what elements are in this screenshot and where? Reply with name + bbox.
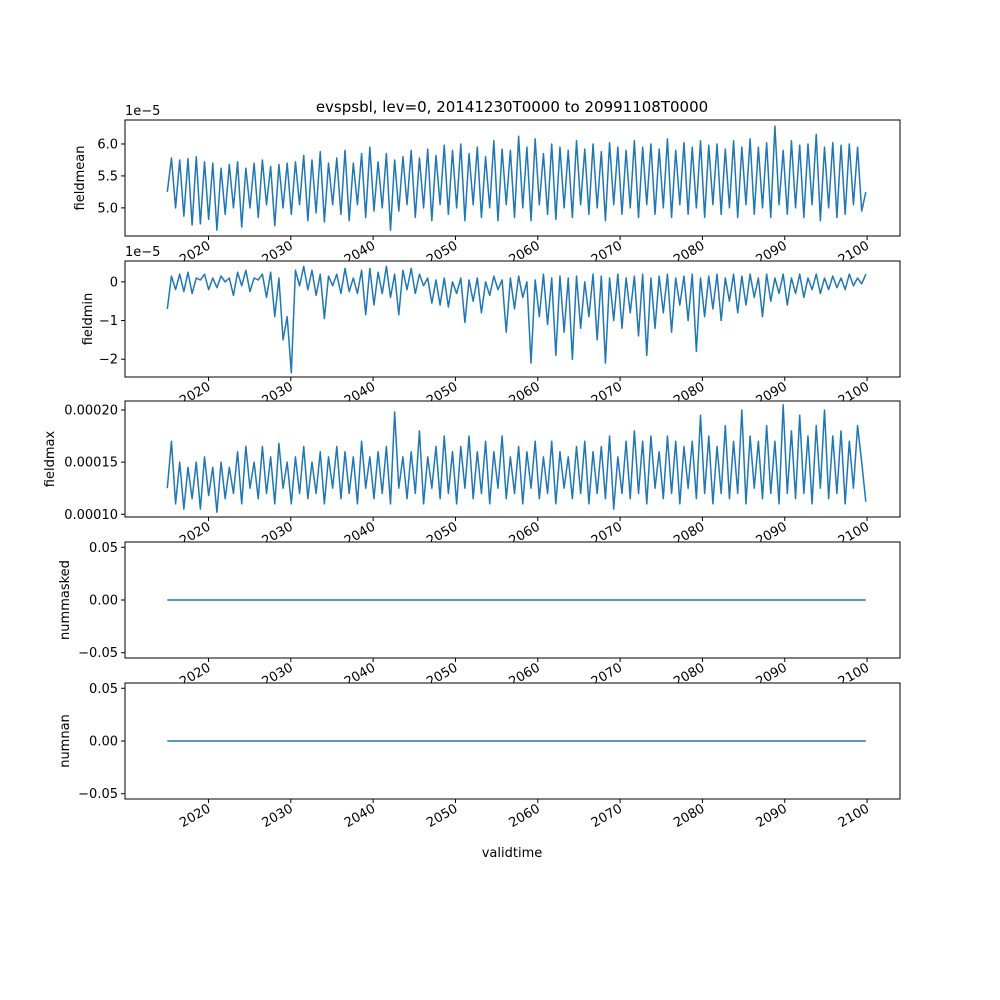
chart-title: evspsbl, lev=0, 20141230T0000 to 2099110… [316, 98, 708, 116]
y-axis-label: numnan [58, 714, 73, 768]
y-tick-label: −2 [99, 353, 118, 368]
y-axis-label: nummasked [58, 560, 73, 640]
y-tick-label: 0.05 [89, 541, 118, 556]
y-tick-label: −1 [99, 314, 118, 329]
axes-background [125, 401, 900, 517]
y-tick-label: 0 [110, 275, 118, 290]
y-tick-label: 5.5 [97, 169, 118, 184]
y-axis-label: fieldmax [43, 431, 58, 488]
y-tick-label: 0.00010 [64, 508, 118, 523]
y-tick-label: 6.0 [97, 137, 118, 152]
y-tick-label: 0.00 [89, 735, 118, 750]
axes-frame [124, 400, 901, 518]
y-tick-label: 0.00015 [64, 456, 118, 471]
y-tick-label: 0.00 [89, 594, 118, 609]
axes-frame [124, 119, 901, 237]
y-offset-text: 1e−5 [125, 104, 160, 119]
series-line-fieldmin [166, 265, 867, 374]
y-tick-label: −0.05 [78, 646, 118, 661]
y-offset-text: 1e−5 [125, 245, 160, 260]
y-tick-label: 0.00020 [64, 403, 118, 418]
axes-frame [124, 260, 901, 378]
y-tick-label: 0.05 [89, 682, 118, 697]
y-axis-label: fieldmean [73, 146, 88, 211]
y-tick-label: 5.0 [97, 201, 118, 216]
x-axis-label: validtime [482, 846, 543, 861]
y-tick-label: −0.05 [78, 787, 118, 802]
series-line-fieldmean [166, 125, 867, 231]
y-axis-label: fieldmin [81, 293, 96, 346]
series-line-fieldmax [166, 404, 867, 513]
